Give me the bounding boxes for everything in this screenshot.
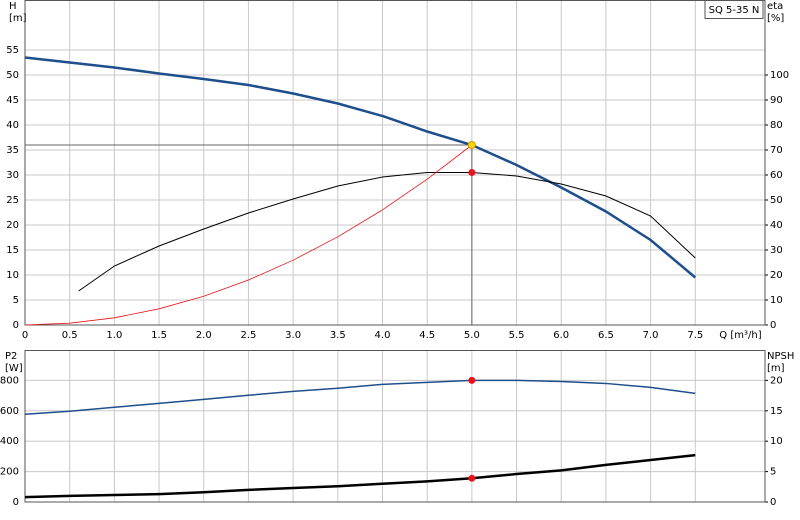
y2-axis-unit: [%] [767,13,784,24]
y-axis-unit: [m] [9,13,27,24]
y-tick-label: 35 [6,145,19,156]
y2-axis-label: NPSH [767,351,794,362]
y2-axis-label: eta [767,1,783,12]
y-axis-label: H [9,1,17,12]
plot-frame [24,0,766,326]
y-tick-label: 0 [13,497,19,508]
curve [24,379,696,416]
y-tick-label: 55 [6,45,19,56]
y2-tick-label: 90 [770,95,783,106]
plot-area [25,0,765,325]
x-tick-label: 6.5 [598,330,614,341]
y-tick-label: 15 [6,245,19,256]
y-tick-label: 45 [6,95,19,106]
y2-tick-label: 80 [770,120,783,131]
x-tick-label: 2.5 [240,330,256,341]
x-tick-label: 0.5 [62,330,78,341]
y-tick-label: 10 [6,270,19,281]
y-tick-label: 40 [6,120,19,131]
title-box [704,0,764,19]
x-tick-label: 2.0 [196,330,212,341]
y2-tick-label: 20 [770,375,783,386]
curve [24,453,696,499]
y-tick-label: 30 [6,170,19,181]
duty-point [468,474,476,482]
y2-tick-label: 70 [770,145,783,156]
x-tick-label: 4.5 [419,330,435,341]
x-tick-label: 5.5 [509,330,525,341]
x-tick-label: 1.0 [106,330,122,341]
y2-tick-label: 40 [770,220,783,231]
y-tick-label: 400 [0,436,19,447]
plot-area [25,350,765,502]
y2-tick-label: 0 [770,497,776,508]
curve [24,144,473,326]
x-tick-label: 7.5 [687,330,703,341]
x-tick-label: 0 [22,330,28,341]
duty-point [467,141,476,149]
x-tick-label: 3.0 [285,330,301,341]
x-tick-label: 7.0 [643,330,659,341]
y-tick-label: 50 [6,70,19,81]
y-axis-unit: [W] [5,363,23,374]
y2-tick-label: 0 [770,320,776,331]
y2-tick-label: 15 [770,406,783,417]
curve [24,56,697,279]
x-tick-label: 4.0 [375,330,391,341]
duty-point [468,376,476,384]
y-axis-label: P2 [5,351,17,362]
y2-tick-label: 100 [770,70,789,81]
y2-tick-label: 10 [770,295,783,306]
x-tick-label: 5.0 [464,330,480,341]
y2-tick-label: 60 [770,170,783,181]
y-tick-label: 5 [13,295,19,306]
y2-tick-label: 5 [770,467,776,478]
plot-frame [24,350,766,503]
y2-tick-label: 20 [770,270,783,281]
y2-tick-label: 50 [770,195,783,206]
y-tick-label: 20 [6,220,19,231]
y-tick-label: 200 [0,467,19,478]
duty-point [468,169,476,176]
y-tick-label: 800 [0,375,19,386]
x-tick-label: 3.5 [330,330,346,341]
curve [78,172,696,292]
x-axis-label: Q [m³/h] [719,330,761,341]
y2-axis-unit: [m] [767,363,785,374]
x-tick-label: 1.5 [151,330,167,341]
chart-title: SQ 5-35 N [709,5,760,16]
y-tick-label: 25 [6,195,19,206]
y2-tick-label: 10 [770,436,783,447]
x-tick-label: 6.0 [553,330,569,341]
y2-tick-label: 30 [770,245,783,256]
y-tick-label: 600 [0,406,19,417]
y-tick-label: 0 [13,320,19,331]
